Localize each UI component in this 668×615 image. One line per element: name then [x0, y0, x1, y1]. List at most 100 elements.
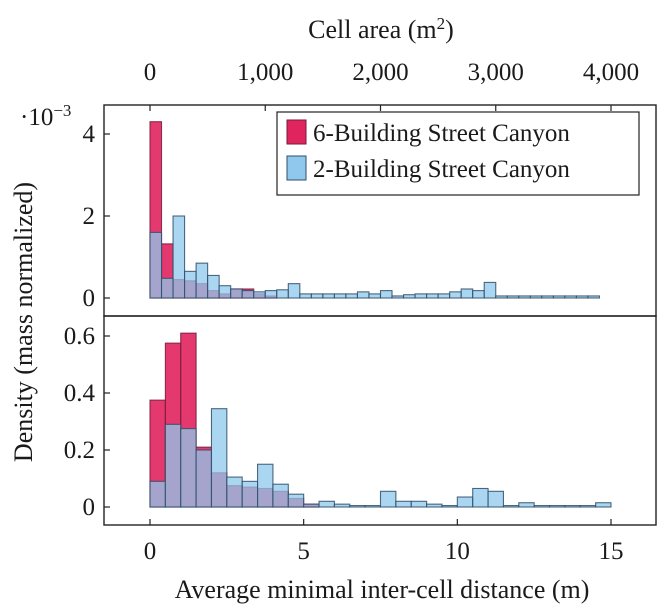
- bar: [172, 215, 186, 299]
- bar: [184, 270, 197, 299]
- bar: [541, 295, 554, 299]
- bar: [322, 293, 335, 299]
- bar: [253, 291, 266, 299]
- bar: [410, 500, 428, 508]
- bar: [318, 500, 335, 508]
- bar: [587, 295, 601, 299]
- legend-label: 2-Building Street Canyon: [313, 156, 570, 183]
- bar: [395, 500, 412, 508]
- top-x-tick-label: 0: [144, 59, 157, 86]
- bar: [349, 505, 366, 508]
- bar: [518, 295, 531, 299]
- bar: [379, 290, 393, 299]
- top-axis-title-close: ): [445, 15, 454, 44]
- top-y-tick-label: 4: [83, 121, 96, 148]
- bar: [257, 463, 274, 508]
- bar: [449, 291, 462, 299]
- bar: [391, 295, 405, 299]
- bottom-y-tick-label: 0.2: [64, 437, 95, 464]
- bar: [495, 295, 508, 299]
- bar: [272, 483, 289, 508]
- bottom-y-tick-label: 0.4: [64, 380, 96, 407]
- bar: [402, 294, 416, 299]
- bar: [230, 288, 243, 299]
- top-y-scale-label: ·10−3: [20, 101, 71, 132]
- bar: [426, 503, 443, 508]
- bar: [529, 295, 543, 299]
- series-two-building: [149, 408, 612, 508]
- bar: [502, 505, 520, 508]
- bar: [264, 290, 278, 299]
- top-y-tick-label: 0: [83, 285, 96, 312]
- bar: [218, 285, 232, 299]
- bar: [426, 293, 439, 299]
- bottom-panel-frame: [103, 315, 657, 526]
- top-x-tick-label: 3,000: [468, 59, 524, 86]
- bar: [276, 289, 289, 299]
- legend-label: 6-Building Street Canyon: [313, 120, 570, 147]
- bar: [472, 290, 485, 299]
- bar: [533, 505, 551, 508]
- bar: [303, 503, 320, 508]
- legend-swatch: [286, 155, 307, 181]
- bottom-y-tick-label: 0: [83, 494, 96, 521]
- bar: [210, 408, 228, 508]
- bar: [164, 423, 182, 508]
- bar: [149, 480, 166, 508]
- bar: [472, 487, 489, 508]
- bar: [149, 231, 163, 299]
- bar: [437, 293, 451, 299]
- top-x-tick-label: 2,000: [352, 59, 408, 86]
- series-two-building: [149, 215, 601, 299]
- bar: [364, 505, 382, 508]
- bar: [241, 480, 259, 508]
- bottom-y-tick-label: 0.6: [64, 323, 95, 350]
- bar: [195, 262, 209, 299]
- bar: [575, 295, 589, 299]
- bar: [195, 449, 213, 508]
- bar: [483, 281, 497, 299]
- bar: [564, 505, 581, 508]
- bar: [180, 428, 197, 508]
- bar: [456, 496, 474, 508]
- bar: [564, 295, 577, 299]
- bar: [310, 293, 324, 299]
- bar: [160, 277, 174, 299]
- series-six-building: [149, 121, 278, 299]
- bar: [356, 291, 370, 299]
- bottom-x-tick-label: 15: [599, 538, 624, 565]
- bar: [333, 293, 347, 299]
- bottom-x-tick-label: 10: [445, 538, 470, 565]
- bar: [368, 293, 382, 299]
- bar: [595, 502, 612, 508]
- bar: [548, 505, 566, 508]
- bottom-x-tick-label: 5: [297, 538, 310, 565]
- bar: [226, 476, 243, 508]
- top-axis-title-superscript: 2: [437, 14, 446, 33]
- bar: [579, 505, 597, 508]
- bottom-axis-title: Average minimal inter-cell distance (m): [175, 575, 590, 604]
- bar: [414, 293, 428, 299]
- bar: [241, 290, 255, 299]
- top-x-tick-label: 4,000: [583, 59, 639, 86]
- bottom-bars: [149, 332, 612, 508]
- plot-layer: 0 1,000 2,000 3,000 4,000 Cell area (m2) 0 2 4 ·1…: [9, 14, 657, 604]
- bar: [460, 288, 474, 299]
- legend: 6-Building Street Canyon 2-Building Stree…: [276, 111, 640, 196]
- top-y-tick-label: 2: [83, 203, 96, 230]
- bar: [287, 283, 301, 299]
- bar: [487, 490, 504, 508]
- bar: [287, 493, 305, 508]
- bar: [506, 295, 520, 299]
- legend-swatch: [286, 119, 307, 145]
- bar: [333, 503, 351, 508]
- bar: [518, 502, 535, 508]
- y-axis-title: Density (mass normalized): [9, 182, 38, 462]
- bar: [379, 490, 397, 508]
- top-bars: [149, 121, 601, 299]
- legend-box: [276, 111, 640, 196]
- bottom-x-tick-label: 0: [144, 538, 157, 565]
- bar: [552, 295, 566, 299]
- top-axis-title: Cell area (m2): [308, 14, 454, 45]
